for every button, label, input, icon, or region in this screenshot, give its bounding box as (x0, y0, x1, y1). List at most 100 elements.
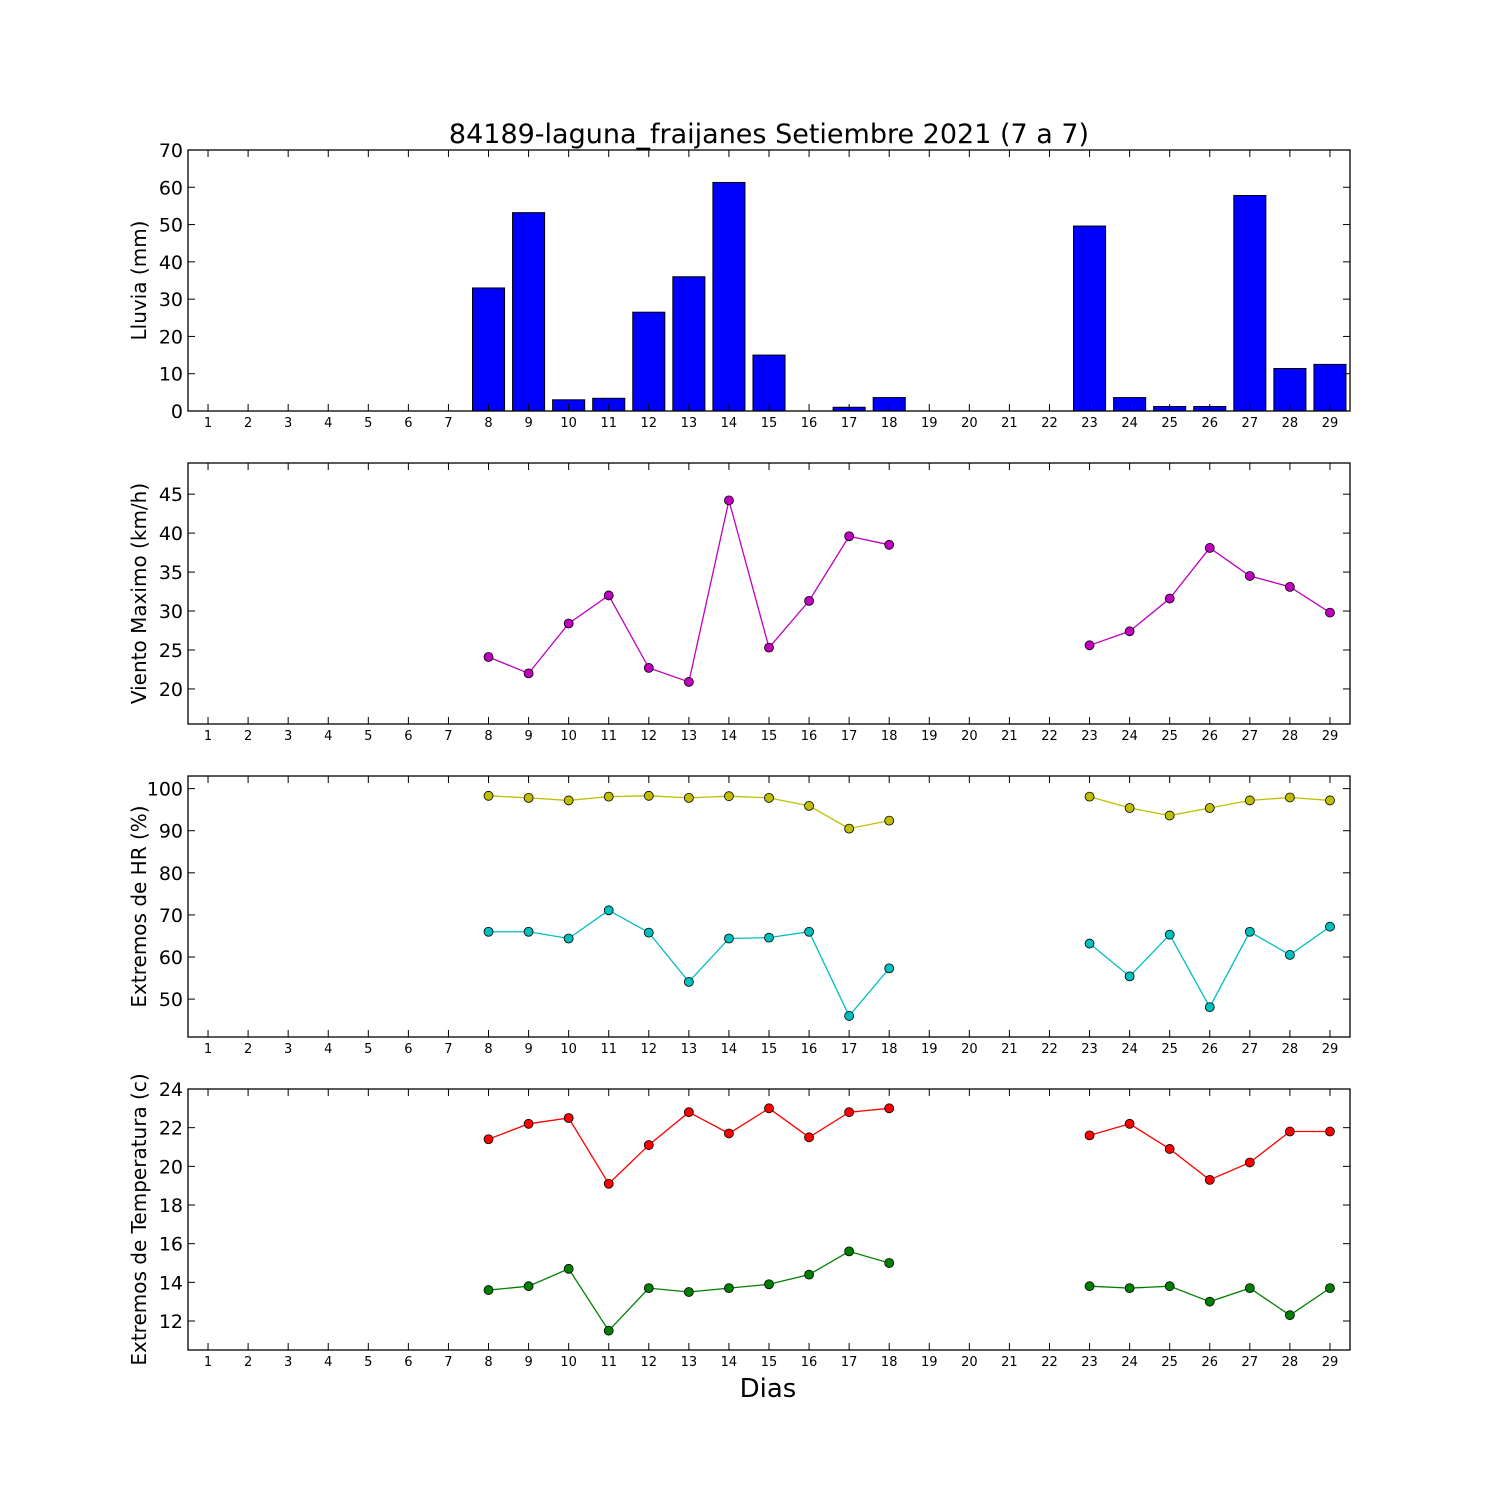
series-1-point-day-8 (483, 790, 494, 801)
series-1-point-day-15 (764, 792, 774, 803)
x-tick-label: 27 (1242, 1355, 1259, 1370)
x-tick-label: 26 (1201, 416, 1218, 431)
x-tick-label: 12 (641, 729, 658, 744)
x-tick-label: 27 (1242, 416, 1259, 431)
bar-day-27 (1233, 194, 1267, 412)
bar-day-12 (632, 311, 666, 412)
y-tick-label: 16 (159, 1234, 183, 1256)
y-tick-label: 10 (159, 364, 183, 386)
x-tick-label: 7 (444, 1355, 452, 1370)
y-tick-label: 0 (171, 401, 183, 423)
x-tick-label: 25 (1161, 416, 1178, 431)
y-tick-label: 12 (159, 1311, 183, 1333)
series-1-point-day-8 (483, 652, 494, 662)
series-1-point-day-28 (1285, 1126, 1295, 1137)
x-tick-label: 7 (444, 1042, 452, 1057)
series-2-point-day-25 (1164, 1281, 1175, 1292)
series-2-point-day-10 (563, 933, 574, 944)
x-tick-label: 1 (204, 1355, 212, 1370)
x-tick-label: 6 (404, 1355, 412, 1370)
series-2-point-day-10 (563, 1263, 574, 1274)
series-2-point-day-17 (844, 1246, 855, 1257)
series-1-point-day-17 (844, 1107, 855, 1118)
series-2-point-day-24 (1124, 1283, 1135, 1294)
series-1-point-day-15 (764, 642, 774, 653)
x-tick-label: 18 (881, 729, 898, 744)
series-1-point-day-9 (523, 1118, 534, 1129)
x-tick-label: 26 (1201, 1355, 1218, 1370)
series-1-point-day-28 (1285, 792, 1295, 803)
x-tick-label: 8 (484, 1355, 492, 1370)
series-1-point-day-28 (1285, 581, 1295, 592)
series-2-point-day-12 (643, 927, 654, 938)
x-tick-label: 29 (1322, 1042, 1339, 1057)
series-1-point-day-18 (884, 815, 895, 826)
x-tick-label: 15 (761, 1042, 778, 1057)
series-2-point-day-27 (1244, 1283, 1255, 1294)
x-tick-label: 13 (681, 416, 698, 431)
x-tick-label: 2 (244, 1042, 252, 1057)
x-tick-label: 22 (1041, 416, 1058, 431)
x-tick-label: 1 (204, 416, 212, 431)
series-2-point-day-25 (1164, 929, 1175, 940)
x-tick-label: 24 (1121, 1042, 1138, 1057)
x-tick-label: 15 (761, 1355, 778, 1370)
x-tick-label: 28 (1282, 1042, 1299, 1057)
series-1-point-day-27 (1244, 571, 1255, 581)
y-tick-label: 25 (159, 640, 183, 662)
series-2-point-day-16 (804, 1269, 814, 1280)
x-tick-label: 4 (324, 1042, 332, 1057)
series-1-point-day-13 (683, 677, 694, 687)
y-tick-label: 70 (159, 140, 183, 162)
series-2-point-day-17 (844, 1011, 855, 1021)
y-tick-label: 80 (159, 863, 183, 885)
series-2-point-day-26 (1204, 1296, 1215, 1307)
x-tick-label: 13 (681, 729, 698, 744)
y-tick-label: 30 (159, 289, 183, 311)
bar-day-13 (672, 276, 706, 412)
x-tick-label: 18 (881, 1355, 898, 1370)
x-tick-label: 20 (961, 729, 978, 744)
y-axis-label: Extremos de HR (%) (127, 805, 151, 1007)
x-tick-label: 29 (1322, 416, 1339, 431)
series-1-point-day-11 (603, 791, 614, 802)
x-tick-label: 11 (600, 416, 617, 431)
series-1-point-day-23 (1084, 640, 1095, 651)
x-tick-label: 17 (841, 1355, 858, 1370)
bar-day-8 (471, 287, 506, 412)
x-tick-label: 5 (364, 1042, 372, 1057)
series-2-point-day-29 (1325, 921, 1335, 932)
y-tick-label: 22 (159, 1118, 183, 1140)
x-tick-label: 25 (1161, 1355, 1178, 1370)
x-tick-label: 2 (244, 729, 252, 744)
x-tick-label: 1 (204, 1042, 212, 1057)
series-1-point-day-16 (804, 596, 814, 606)
x-tick-label: 19 (921, 416, 938, 431)
x-tick-label: 8 (484, 729, 492, 744)
x-tick-label: 14 (721, 1042, 738, 1057)
series-2-point-day-15 (764, 1279, 774, 1290)
x-tick-label: 22 (1041, 1355, 1058, 1370)
series-2-point-day-16 (804, 926, 814, 937)
x-tick-label: 24 (1121, 1355, 1138, 1370)
x-tick-label: 15 (761, 416, 778, 431)
bar-day-28 (1273, 367, 1307, 412)
series-2-point-day-15 (764, 932, 774, 943)
x-axis-label: Dias (740, 1374, 797, 1404)
y-tick-label: 18 (159, 1195, 183, 1217)
series-2-point-day-23 (1084, 1281, 1095, 1292)
x-tick-label: 19 (921, 1042, 938, 1057)
x-tick-label: 29 (1322, 1355, 1339, 1370)
x-tick-label: 18 (881, 416, 898, 431)
chart-title: 84189-laguna_fraijanes Setiembre 2021 (7… (449, 119, 1089, 150)
x-tick-label: 19 (921, 729, 938, 744)
series-1-point-day-29 (1325, 795, 1335, 806)
series-2-point-day-24 (1124, 971, 1135, 982)
series-1-point-day-16 (804, 1132, 814, 1143)
series-1-point-day-9 (523, 668, 534, 679)
x-tick-label: 13 (681, 1355, 698, 1370)
series-2-point-day-29 (1325, 1283, 1335, 1294)
series-2-line (1089, 926, 1331, 1009)
y-tick-label: 14 (159, 1272, 183, 1294)
subplot-4: Extremos de Temperatura (c) 1214161820222… (127, 1073, 1351, 1370)
